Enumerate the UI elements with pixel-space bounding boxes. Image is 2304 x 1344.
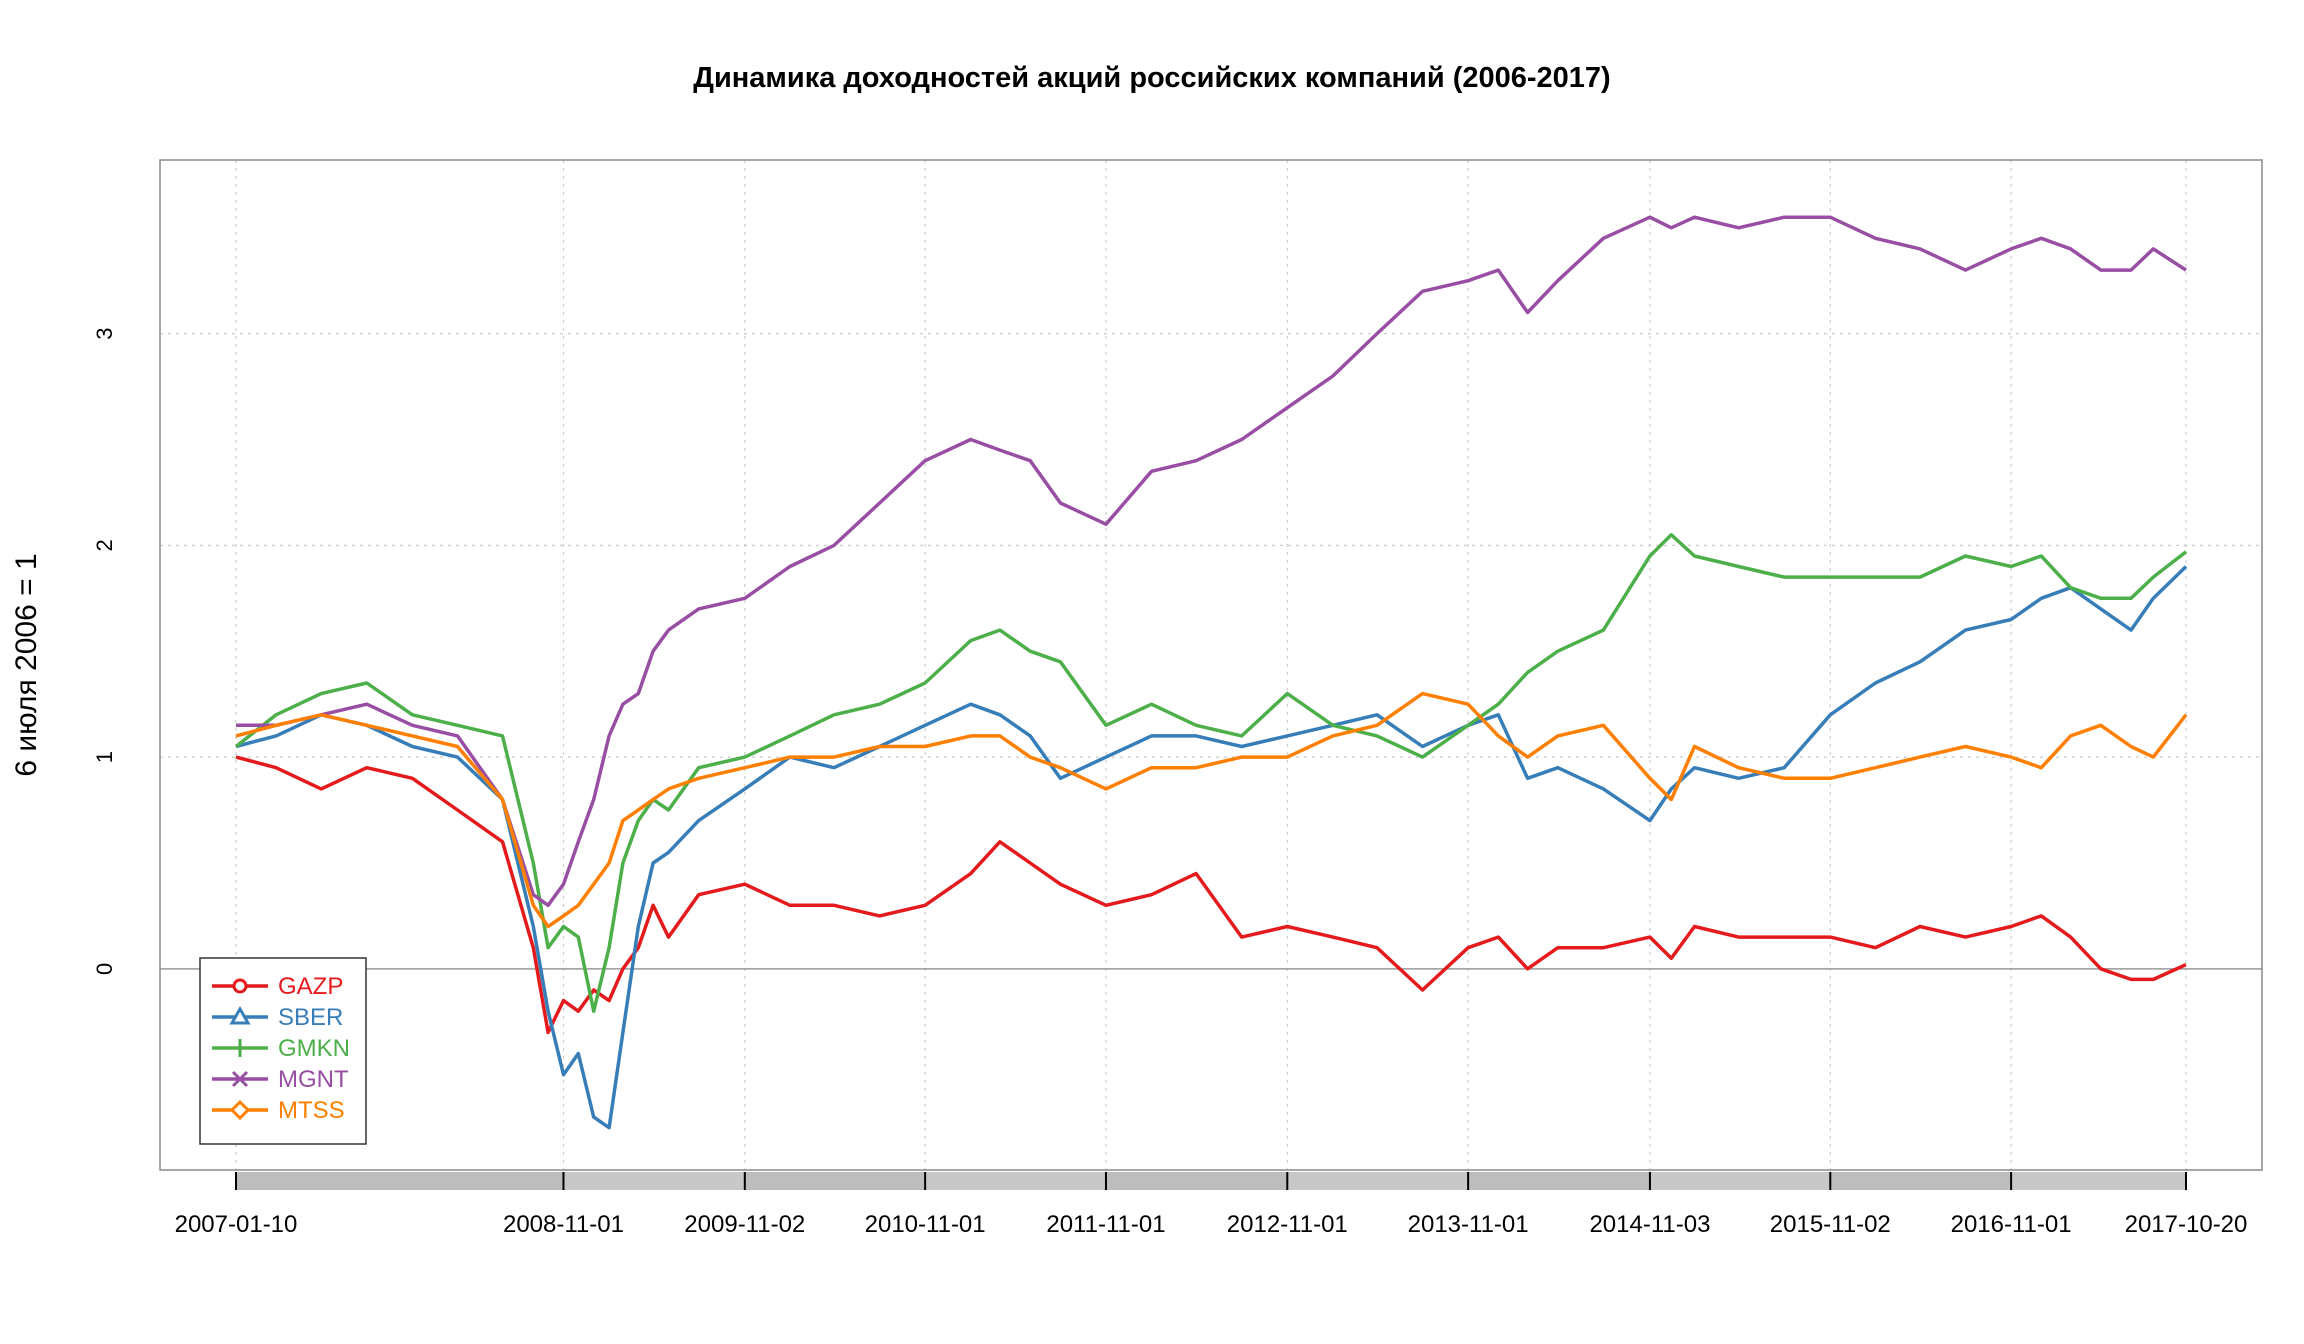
x-tick-label: 2011-11-01 xyxy=(1046,1211,1165,1238)
x-tick-label: 2009-11-02 xyxy=(684,1211,805,1238)
legend: GAZP SBER GMKN MGNT MTSS xyxy=(199,957,367,1145)
x-axis-band xyxy=(236,1172,564,1190)
series-line-gmkn xyxy=(234,533,2188,1013)
x-tick-label: 2016-11-01 xyxy=(1951,1211,2072,1238)
y-tick-label: 2 xyxy=(92,539,117,551)
chart-title: Динамика доходностей акций российских ко… xyxy=(693,62,1611,94)
plot-frame xyxy=(159,159,2263,1171)
x-tick-label: 2017-10-20 xyxy=(2125,1211,2248,1238)
legend-marker-mtss xyxy=(229,1099,251,1121)
x-axis: 2007-01-10 2008-11-01 2009-11-02 2010-11-01… xyxy=(175,1172,2248,1238)
series-lines xyxy=(234,215,2188,1130)
legend-label-gazp: GAZP xyxy=(278,973,343,1000)
legend-label-mgnt: MGNT xyxy=(278,1066,349,1093)
y-axis-label: 6 июля 2006 = 1 xyxy=(10,553,43,776)
x-axis-band xyxy=(2011,1172,2186,1190)
y-tick-label: 1 xyxy=(92,751,117,763)
legend-label-sber: SBER xyxy=(278,1004,343,1031)
x-axis-band xyxy=(1468,1172,1650,1190)
x-axis-band xyxy=(1287,1172,1469,1190)
grid-lines xyxy=(160,160,2262,1170)
y-tick-label: 0 xyxy=(92,963,117,975)
x-axis-band xyxy=(1830,1172,2012,1190)
x-tick-label: 2007-01-10 xyxy=(175,1211,298,1238)
legend-marker-gazp xyxy=(232,978,248,994)
x-tick-label: 2014-11-03 xyxy=(1589,1211,1710,1238)
x-tick-label: 2013-11-01 xyxy=(1408,1211,1529,1238)
legend-box xyxy=(199,957,367,1145)
legend-marker-sber xyxy=(229,1005,251,1025)
series-line-gazp xyxy=(235,755,2187,1035)
legend-label-mtss: MTSS xyxy=(278,1097,345,1124)
x-tick-label: 2008-11-01 xyxy=(503,1211,624,1238)
x-axis-band xyxy=(1105,1172,1288,1190)
y-axis: 0 1 2 3 xyxy=(92,328,117,975)
x-tick-label: 2015-11-02 xyxy=(1770,1211,1891,1238)
legend-marker-mgnt xyxy=(231,1070,249,1088)
x-axis-band xyxy=(563,1172,745,1190)
x-tick-label: 2010-11-01 xyxy=(865,1211,986,1238)
series-line-mtss xyxy=(235,691,2188,929)
series-line-mgnt xyxy=(236,215,2187,908)
legend-marker-stroke xyxy=(231,1070,249,1088)
x-axis-band xyxy=(925,1172,1106,1190)
x-tick-label: 2012-11-01 xyxy=(1227,1211,1348,1238)
series-line-sber xyxy=(235,565,2188,1130)
x-axis-band xyxy=(1649,1172,1831,1190)
y-tick-label: 3 xyxy=(92,328,117,340)
x-axis-band xyxy=(744,1172,926,1190)
legend-label-gmkn: GMKN xyxy=(278,1035,350,1062)
